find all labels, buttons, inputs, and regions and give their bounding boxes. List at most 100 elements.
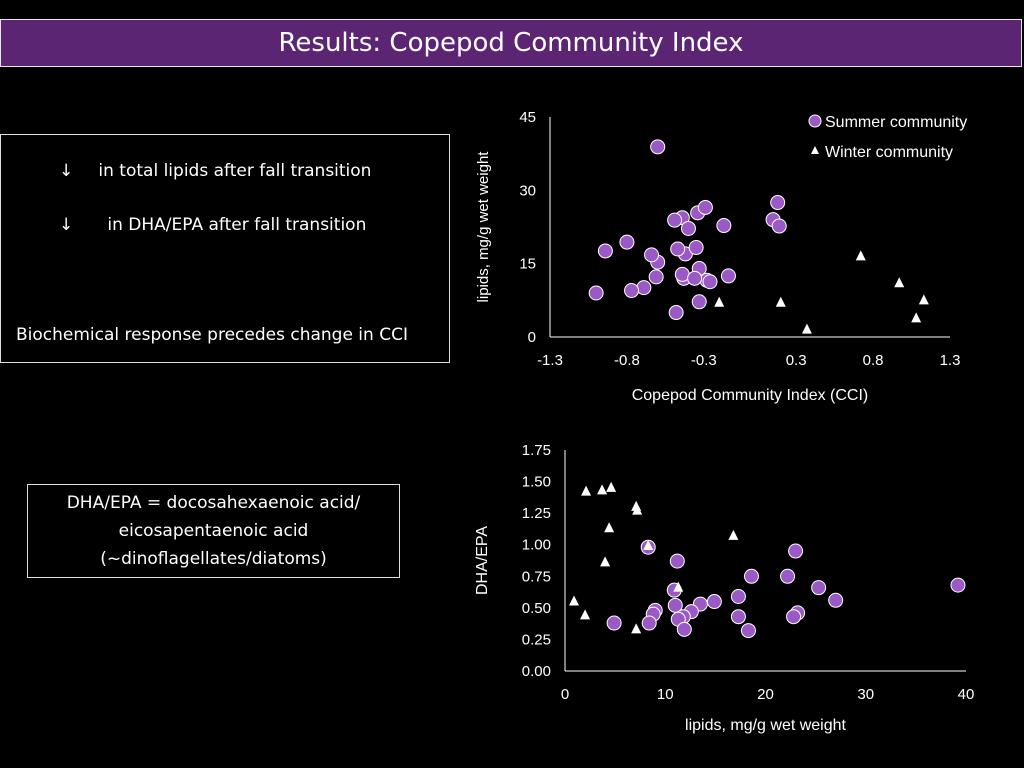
summer-community-point [680,220,696,236]
summer-community-point [730,609,746,625]
finding-lipids-text: in total lipids after fall transition [98,161,372,181]
y-tick-label: 15 [519,256,536,273]
x-tick-label: -0.3 [691,352,717,369]
summer-community-point [706,594,722,610]
summer-community-point [668,305,684,321]
x-axis-label: Copepod Community Index (CCI) [632,387,869,404]
winter-community-point [673,581,684,592]
winter-community-point [894,277,905,288]
summer-community-point [811,580,827,596]
y-tick-label: 0 [528,329,536,346]
winter-community-point [606,481,617,492]
summer-community-point [648,269,664,285]
winter-community-point [631,623,642,634]
y-tick-label: 30 [519,182,536,199]
finding-lipids: ↓ in total lipids after fall transition [59,161,371,181]
summer-community-point [644,247,660,263]
summer-community-point [743,568,759,584]
x-tick-label: 30 [857,686,874,703]
y-tick-label: 1.25 [522,505,551,522]
definition-line-1: DHA/EPA = docosahexaenoic acid/ [66,493,361,513]
winter-community-point [597,484,608,495]
summer-community-point [669,553,685,569]
x-tick-label: 1.3 [940,352,961,369]
summer-community-point [606,615,622,631]
summer-community-point [667,597,683,613]
winter-community-point [569,595,580,606]
x-tick-label: 40 [958,686,975,703]
winter-community-point [728,529,739,540]
definition-line-2: eicosapentaenoic acid [118,521,309,541]
y-axis-label: DHA/EPA [474,526,491,595]
summer-community-point [788,543,804,559]
finding-dha-epa: ↓ in DHA/EPA after fall transition [59,215,366,235]
summer-community-point [619,234,635,250]
chart-legend: Summer community Winter community [808,114,967,161]
summer-community-point [740,623,756,639]
winter-community-point [911,312,922,323]
summer-community-point [828,592,844,608]
y-tick-label: 0.25 [522,631,551,648]
summer-community-point [780,568,796,584]
winter-community-point [632,504,643,515]
summer-community-point [720,268,736,284]
x-tick-label: 20 [757,686,774,703]
cci-lipids-chart: 0 15 30 45 -1.3 -0.8 -0.3 0.3 0.8 1.3 Copepod Comm… [475,109,967,404]
slide-title: Results: Copepod Community Index [278,28,744,58]
summer-community-point [650,139,666,155]
summer-community-point [716,218,732,234]
definition-line-3: (~dinoflagellates/diatoms) [100,549,327,569]
finding-dha-epa-text: in DHA/EPA after fall transition [107,215,367,235]
winter-community-point [600,556,611,567]
y-tick-label: 1.50 [522,474,551,491]
summer-community-point [771,218,787,234]
y-tick-label: 1.75 [522,442,551,459]
legend-summer-label: Summer community [825,114,967,131]
y-tick-label: 0.75 [522,568,551,585]
winter-community-point [714,296,725,307]
summer-community-point [786,609,802,625]
y-tick-label: 0.00 [522,663,551,680]
summer-community-point [730,588,746,604]
summer-community-point [667,212,683,228]
summer-community-point [676,621,692,637]
down-arrow-icon: ↓ [59,161,74,181]
x-axis-label: lipids, mg/g wet weight [685,717,847,734]
x-tick-label: 0 [561,686,569,703]
summer-community-point [687,270,703,286]
legend-winter-marker [811,146,819,154]
x-tick-label: 10 [657,686,674,703]
y-tick-label: 1.00 [522,537,551,554]
legend-summer-marker [808,114,822,128]
x-tick-label: -0.8 [614,352,640,369]
winter-community-point [580,609,591,620]
summer-community-point [697,199,713,215]
summer-community-point [702,274,718,290]
conclusion-text: Biochemical response precedes change in … [16,325,408,345]
winter-community-point [918,294,929,305]
y-tick-label: 45 [519,109,536,126]
winter-community-point [855,250,866,261]
winter-community-point [581,485,592,496]
x-tick-label: 0.8 [863,352,884,369]
summer-community-point [636,280,652,296]
x-tick-label: -1.3 [537,352,563,369]
definition-box: DHA/EPA = docosahexaenoic acid/ eicosape… [27,484,400,578]
summer-community-point [950,577,966,593]
down-arrow-icon: ↓ [59,215,74,235]
title-bar: Results: Copepod Community Index [0,19,1022,67]
winter-community-point [604,522,615,533]
summer-community-point [588,285,604,301]
x-tick-label: 0.3 [786,352,807,369]
legend-winter-label: Winter community [825,144,953,161]
y-axis-label: lipids, mg/g wet weight [475,151,492,303]
winter-community-point [643,539,654,550]
summer-community-point [624,283,640,299]
summer-community-point [641,615,657,631]
summer-community-point [691,294,707,310]
lipids-dha-epa-chart: 0.00 0.25 0.50 0.75 1.00 1.25 1.50 1.75 0 10 20 30 4… [474,442,975,734]
summer-community-point [688,240,704,256]
findings-box: ↓ in total lipids after fall transition … [0,134,450,363]
winter-community-point [801,323,812,334]
summer-community-point [770,195,786,211]
